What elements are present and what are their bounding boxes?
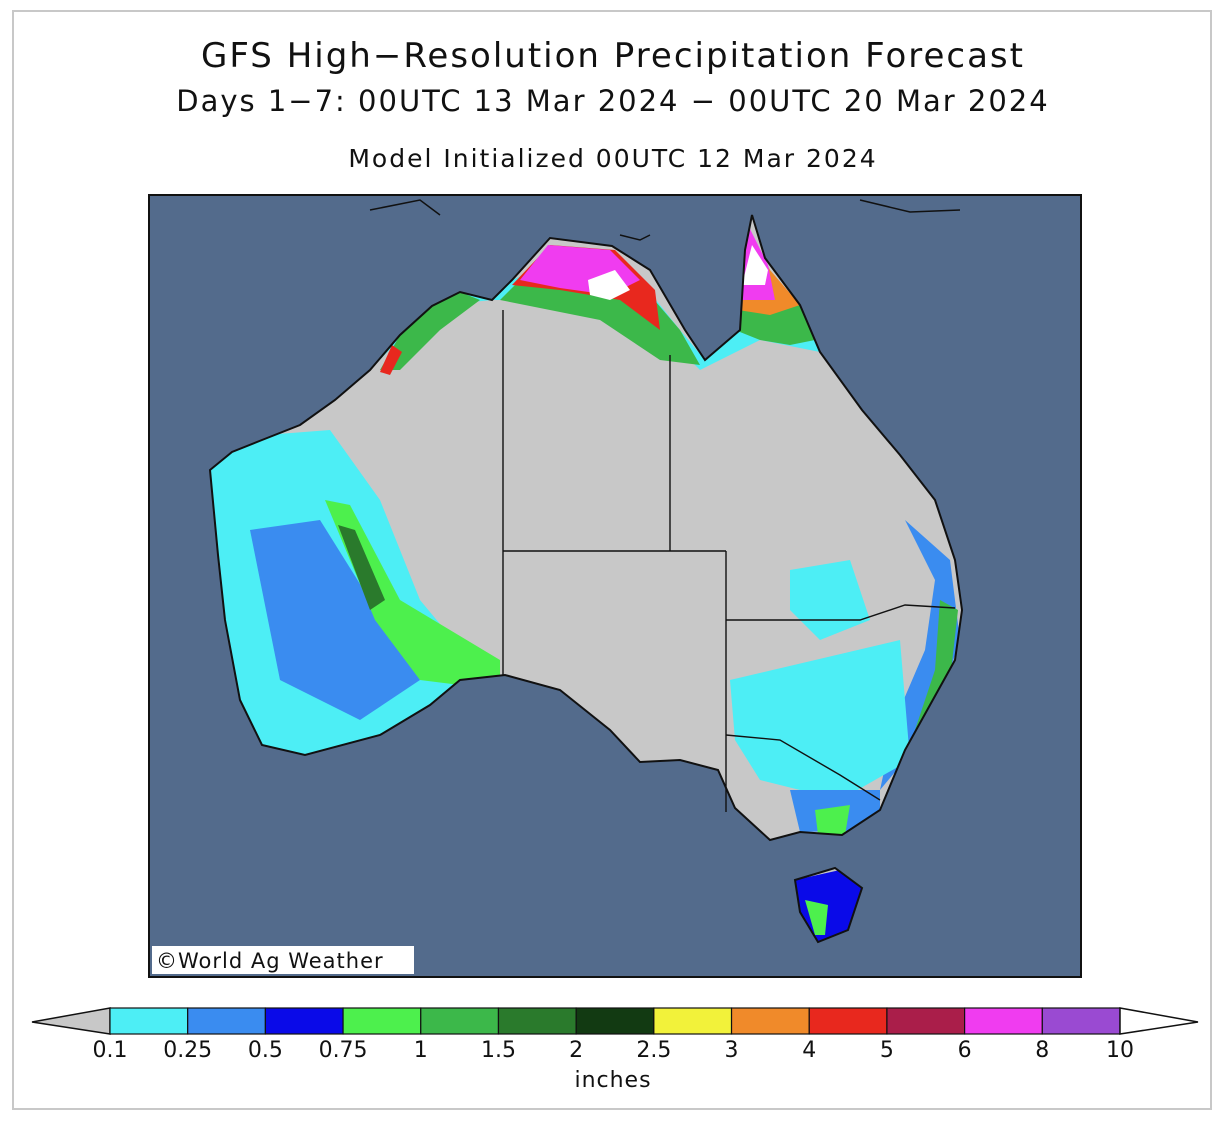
legend-tick-label: 1	[413, 1038, 428, 1063]
legend-tick-label: 1.5	[480, 1038, 516, 1063]
legend-tick-label: 0.1	[92, 1038, 128, 1063]
legend-swatch-0	[109, 1007, 189, 1035]
legend-tick-label: 2.5	[636, 1038, 672, 1063]
precip-band-west-mod	[250, 520, 420, 720]
precip-nw-coast-heavy	[380, 345, 402, 375]
legend-swatch-12	[1041, 1007, 1121, 1035]
precip-core-west	[338, 525, 385, 610]
map-title: GFS High−Resolution Precipitation Foreca…	[201, 36, 1025, 76]
color-legend	[31, 1007, 1199, 1035]
precip-tasmania-west	[805, 900, 828, 935]
precip-southeast	[730, 640, 910, 800]
legend-swatch-2	[264, 1007, 344, 1035]
precip-top-end-core	[588, 270, 630, 300]
precip-band-west-diagonal	[325, 500, 500, 690]
legend-swatches	[109, 1007, 1121, 1035]
legend-units: inches	[574, 1068, 652, 1093]
legend-tick-label: 6	[957, 1038, 972, 1063]
legend-tick-label: 8	[1035, 1038, 1050, 1063]
legend-under-arrow	[31, 1007, 111, 1035]
precip-cape-york-core	[742, 245, 768, 285]
legend-swatch-8	[730, 1007, 810, 1035]
legend-swatch-4	[420, 1007, 500, 1035]
legend-tick-label: 0.75	[318, 1038, 368, 1063]
legend-swatch-5	[497, 1007, 577, 1035]
legend-swatch-1	[187, 1007, 266, 1035]
land-base	[210, 215, 962, 942]
northern-islands	[369, 199, 961, 241]
legend-swatch-9	[808, 1007, 888, 1035]
legend-tick-label: 4	[802, 1038, 817, 1063]
watermark-text: ©World Ag Weather	[156, 949, 384, 973]
border-nsw-vic	[725, 734, 881, 801]
precip-east-coast-heavy	[915, 600, 958, 740]
legend-tick-label: 10	[1106, 1038, 1134, 1063]
precip-victoria-heavy	[815, 805, 850, 835]
border-qld-nsw	[726, 604, 956, 621]
coastline	[208, 214, 964, 842]
precip-tasmania	[795, 870, 862, 942]
model-init-line: Model Initialized 00UTC 12 Mar 2024	[348, 144, 878, 173]
legend-over-arrow	[1119, 1007, 1199, 1035]
watermark-box	[152, 946, 414, 974]
legend-tick-label: 5	[879, 1038, 894, 1063]
legend-swatch-10	[886, 1007, 966, 1035]
legend-swatch-11	[964, 1007, 1043, 1035]
state-borders	[502, 310, 956, 812]
map-subtitle: Days 1−7: 00UTC 13 Mar 2024 − 00UTC 20 M…	[176, 84, 1050, 118]
legend-swatch-6	[575, 1007, 655, 1035]
legend-swatch-3	[342, 1007, 422, 1035]
tasmania-coastline	[793, 866, 864, 944]
precipitation-map: ©World Ag Weather	[148, 194, 1082, 978]
legend-tick-label: 0.5	[247, 1038, 283, 1063]
legend-tick-label: 0.25	[163, 1038, 213, 1063]
legend-swatch-7	[653, 1007, 733, 1035]
legend-tick-label: 2	[569, 1038, 584, 1063]
precip-nw-coast	[380, 292, 480, 370]
legend-tick-label: 3	[724, 1038, 739, 1063]
map-border	[148, 194, 1082, 978]
